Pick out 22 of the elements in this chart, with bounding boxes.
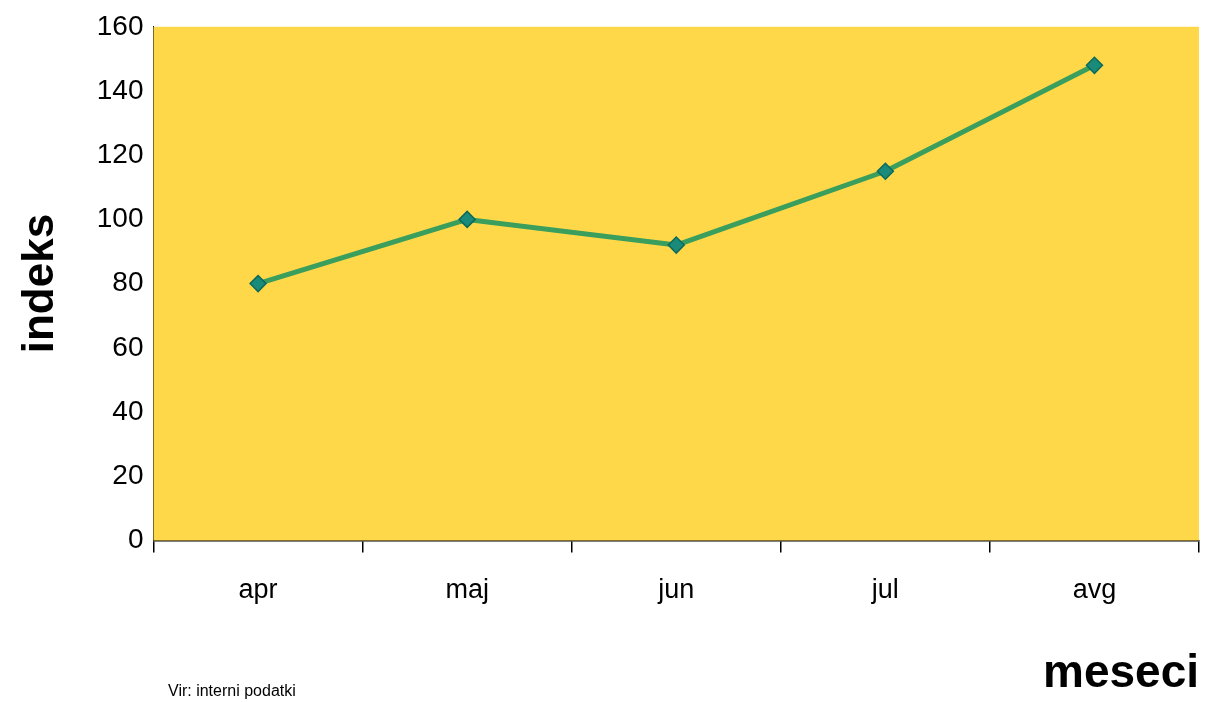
y-tick-label: 100	[96, 202, 144, 234]
point	[458, 210, 476, 229]
y-tick-label: 20	[112, 458, 144, 490]
point	[876, 162, 895, 180]
x-tick-label: apr	[238, 574, 278, 605]
y-tick-label: 140	[96, 73, 144, 105]
x-axis-title: meseci	[1042, 645, 1199, 698]
y-tick-label: 40	[112, 394, 144, 426]
y-tick-label: 120	[96, 137, 144, 169]
x-tick-label: jul	[870, 574, 899, 605]
x-tick-label: avg	[1072, 574, 1117, 605]
point	[249, 274, 267, 293]
y-tick-label: 160	[96, 9, 144, 41]
x-tick-label: maj	[445, 574, 489, 605]
y-axis-title: indeks	[12, 213, 62, 354]
point	[1085, 56, 1104, 75]
text: Vir: interni podatki	[168, 682, 296, 700]
x-tick-label: jun	[657, 574, 695, 605]
point	[667, 236, 686, 254]
y-tick-label: 60	[112, 330, 144, 362]
y-tick-label: 0	[127, 523, 144, 555]
y-tick-label: 80	[112, 266, 144, 298]
